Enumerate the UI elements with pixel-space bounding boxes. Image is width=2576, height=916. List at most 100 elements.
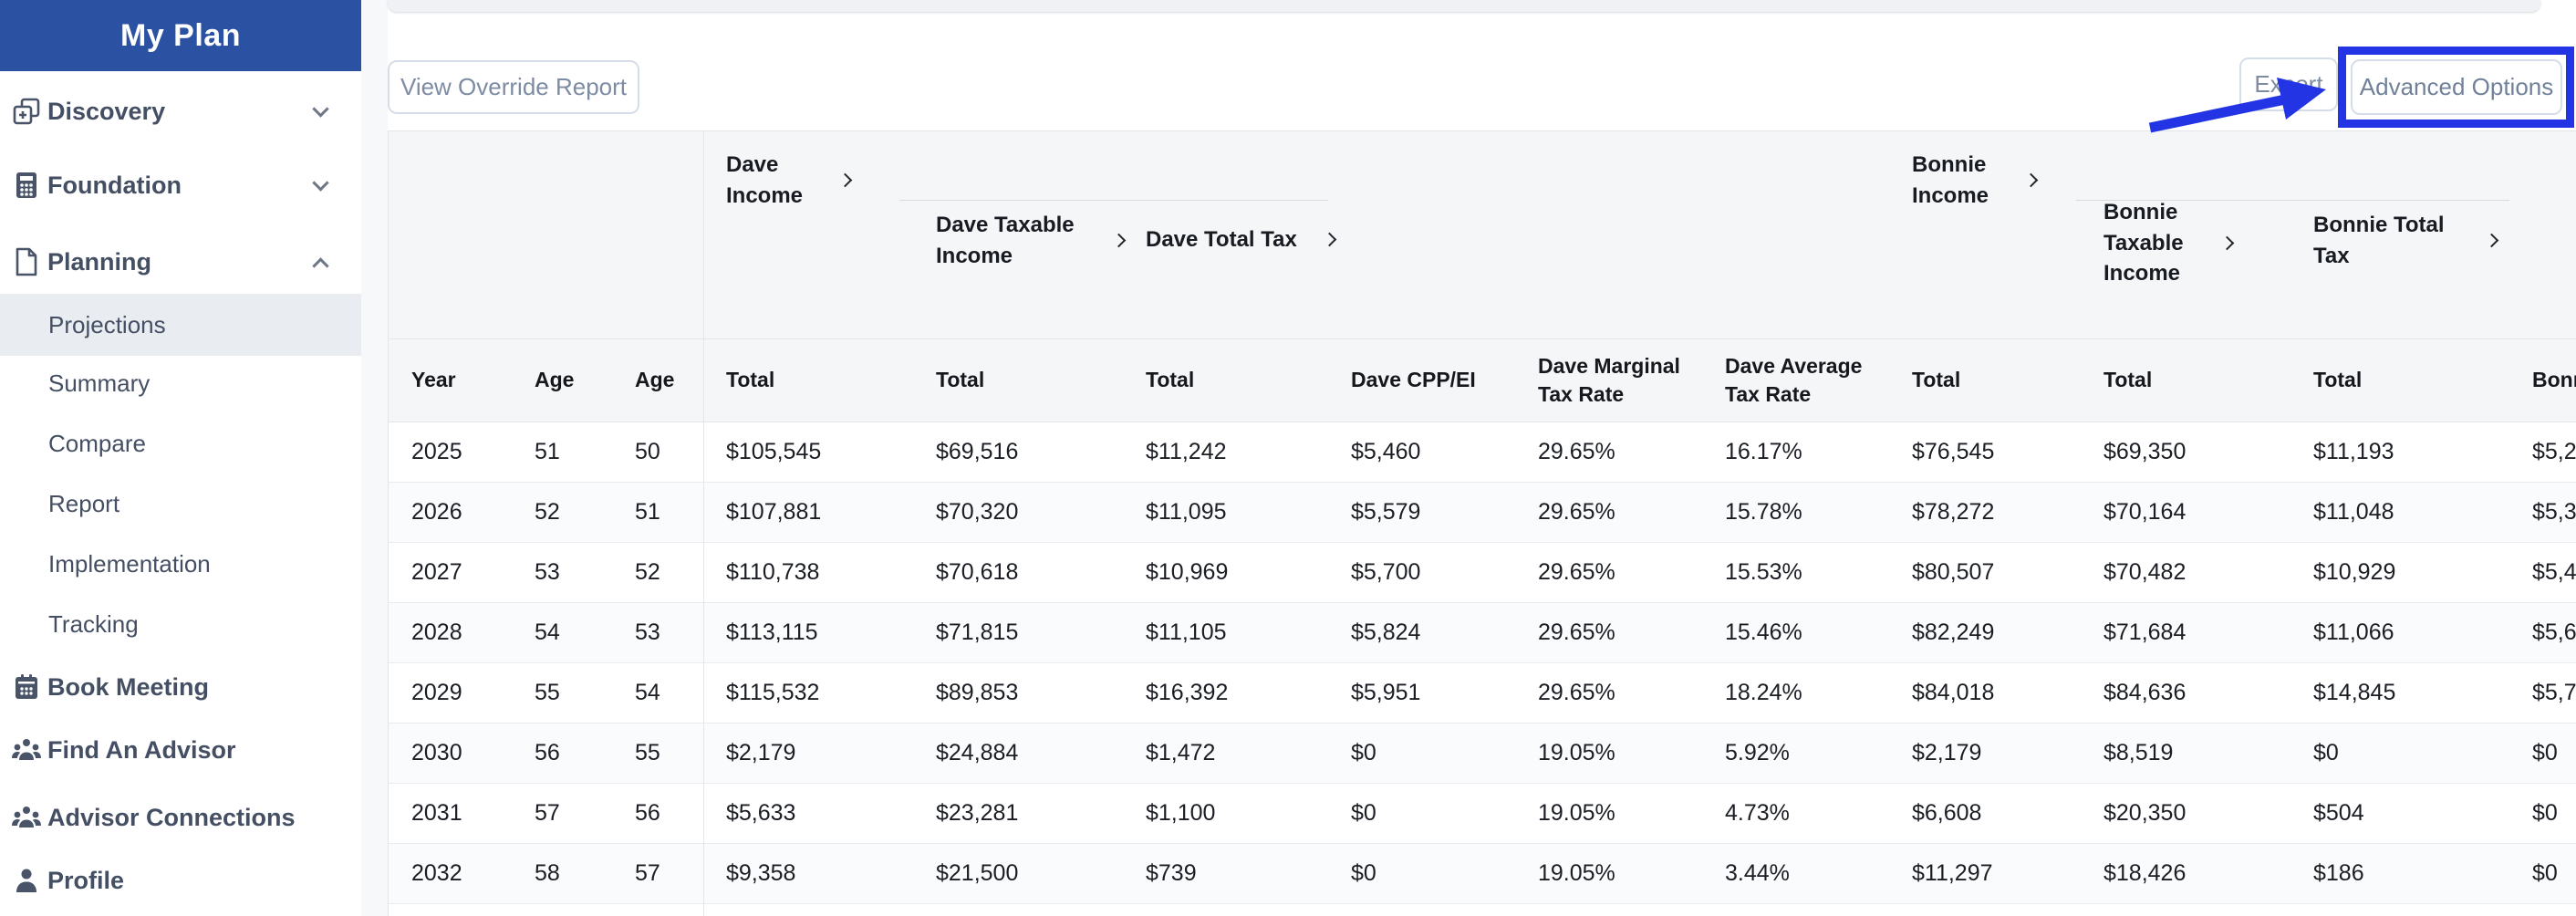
- table-cell: $0: [2532, 740, 2558, 765]
- table-cell: 5.92%: [1725, 740, 1790, 765]
- table-row-partial: [389, 904, 2576, 916]
- sidebar-item-report[interactable]: Report: [0, 474, 361, 534]
- group-bonnie-taxable-income[interactable]: Bonnie Taxable Income: [2103, 197, 2235, 289]
- table-cell: $69,350: [2103, 439, 2186, 464]
- group-dave-total-tax[interactable]: Dave Total Tax: [1146, 224, 1337, 255]
- sidebar-item-discovery[interactable]: Discovery: [0, 81, 361, 141]
- table-cell: $23,281: [936, 800, 1019, 826]
- table-cell: $82,249: [1912, 619, 1995, 645]
- column-header: Total: [2313, 368, 2363, 392]
- table-cell: $5,4: [2532, 559, 2576, 585]
- table-cell: $80,507: [1912, 559, 1995, 585]
- table-cell: 2025: [411, 439, 462, 464]
- table-cell: $89,853: [936, 680, 1019, 705]
- group-dave-taxable-income[interactable]: Dave Taxable Income: [936, 210, 1127, 271]
- table-row: 2028 54 53 $113,115 $71,815 $11,105 $5,824 29.6…: [389, 603, 2576, 663]
- table-cell: 2026: [411, 499, 462, 525]
- table-cell: $69,516: [936, 439, 1019, 464]
- document-icon: [8, 247, 45, 276]
- sidebar-item-label: Book Meeting: [47, 672, 210, 701]
- table-cell: $18,426: [2103, 860, 2186, 886]
- table-cell: 58: [535, 860, 560, 886]
- group-subheader-divider: [899, 200, 1328, 201]
- table-cell: 54: [535, 619, 560, 645]
- sidebar-item-planning[interactable]: Planning: [0, 232, 361, 292]
- table-cell: 2031: [411, 800, 462, 826]
- scrolled-tab-bar-edge: [388, 0, 2540, 12]
- table-cell: 4.73%: [1725, 800, 1790, 826]
- people-icon: [8, 804, 45, 831]
- table-cell: 2028: [411, 619, 462, 645]
- sidebar-item-foundation[interactable]: Foundation: [0, 155, 361, 215]
- group-label: Bonnie Total Tax: [2313, 213, 2445, 268]
- group-bonnie-total-tax[interactable]: Bonnie Total Tax: [2313, 210, 2499, 271]
- person-icon: [8, 866, 45, 895]
- table-cell: 52: [535, 499, 560, 525]
- table-cell: 2027: [411, 559, 462, 585]
- sidebar-item-label: Projections: [48, 310, 166, 338]
- table-cell: $186: [2313, 860, 2364, 886]
- group-dave-income[interactable]: Dave Income: [726, 150, 853, 211]
- column-header: Age: [635, 368, 675, 392]
- table-cell: $5,6: [2532, 619, 2576, 645]
- table-cell: 55: [635, 740, 660, 765]
- sidebar-item-summary[interactable]: Summary: [0, 353, 361, 413]
- table-cell: $5,2: [2532, 439, 2576, 464]
- table-cell: 19.05%: [1538, 860, 1615, 886]
- table-cell: $84,018: [1912, 680, 1995, 705]
- table-cell: $1,472: [1146, 740, 1216, 765]
- sidebar-item-book-meeting[interactable]: Book Meeting: [0, 657, 361, 717]
- chevron-right-icon: [1111, 233, 1127, 248]
- table-cell: $11,242: [1146, 439, 1227, 464]
- sidebar-item-label: Discovery: [47, 97, 166, 125]
- sidebar-item-advisor-connections[interactable]: Advisor Connections: [0, 787, 361, 848]
- table-cell: $76,545: [1912, 439, 1995, 464]
- table-cell: 53: [635, 619, 660, 645]
- chevron-right-icon: [2023, 172, 2039, 188]
- column-header: Dave CPP/EI: [1351, 368, 1476, 392]
- table-cell: $14,845: [2313, 680, 2396, 705]
- export-button[interactable]: Export: [2239, 57, 2338, 111]
- table-cell: $16,392: [1146, 680, 1229, 705]
- advanced-options-button[interactable]: Advanced Options: [2351, 59, 2562, 115]
- table-cell: $105,545: [726, 439, 822, 464]
- table-cell: $2,179: [1912, 740, 1982, 765]
- projections-table: Dave Income Dave Taxable Income Dave Tot…: [388, 130, 2576, 916]
- table-cell: $71,815: [936, 619, 1019, 645]
- sidebar-item-label: Planning: [47, 247, 151, 276]
- sidebar-item-tracking[interactable]: Tracking: [0, 594, 361, 654]
- table-cell: $10,969: [1146, 559, 1229, 585]
- table-cell: 29.65%: [1538, 439, 1615, 464]
- table-cell: $11,105: [1146, 619, 1227, 645]
- sidebar-item-implementation[interactable]: Implementation: [0, 534, 361, 594]
- sidebar-item-label: Compare: [48, 429, 146, 457]
- table-cell: 56: [535, 740, 560, 765]
- table-cell: 57: [635, 860, 660, 886]
- sidebar-item-projections[interactable]: Projections: [0, 294, 361, 356]
- table-cell: $6,608: [1912, 800, 1982, 826]
- table-cell: 19.05%: [1538, 740, 1615, 765]
- table-cell: $5,700: [1351, 559, 1421, 585]
- table-cell: $5,579: [1351, 499, 1421, 525]
- table-cell: $115,532: [726, 680, 820, 705]
- discovery-icon: [8, 97, 45, 126]
- group-label: Dave Income: [726, 152, 804, 208]
- table-body: 2025 51 50 $105,545 $69,516 $11,242 $5,460 29.6…: [389, 422, 2576, 916]
- view-override-report-button[interactable]: View Override Report: [388, 60, 639, 114]
- column-header: Total: [1912, 368, 1961, 392]
- table-cell: 50: [635, 439, 660, 464]
- chevron-right-icon: [1322, 233, 1337, 247]
- table-cell: $113,115: [726, 619, 818, 645]
- table-cell: $11,297: [1912, 860, 1993, 886]
- table-cell: 51: [535, 439, 560, 464]
- group-bonnie-income[interactable]: Bonnie Income: [1912, 150, 2039, 211]
- sidebar-item-label: Advisor Connections: [47, 803, 296, 831]
- table-cell: 2030: [411, 740, 462, 765]
- table-cell: 29.65%: [1538, 499, 1615, 525]
- sidebar-item-find-an-advisor[interactable]: Find An Advisor: [0, 720, 361, 780]
- table-row: 2027 53 52 $110,738 $70,618 $10,969 $5,700 29.6…: [389, 543, 2576, 603]
- sidebar-item-profile[interactable]: Profile: [0, 850, 361, 911]
- sidebar-item-compare[interactable]: Compare: [0, 413, 361, 474]
- table-cell: $71,684: [2103, 619, 2186, 645]
